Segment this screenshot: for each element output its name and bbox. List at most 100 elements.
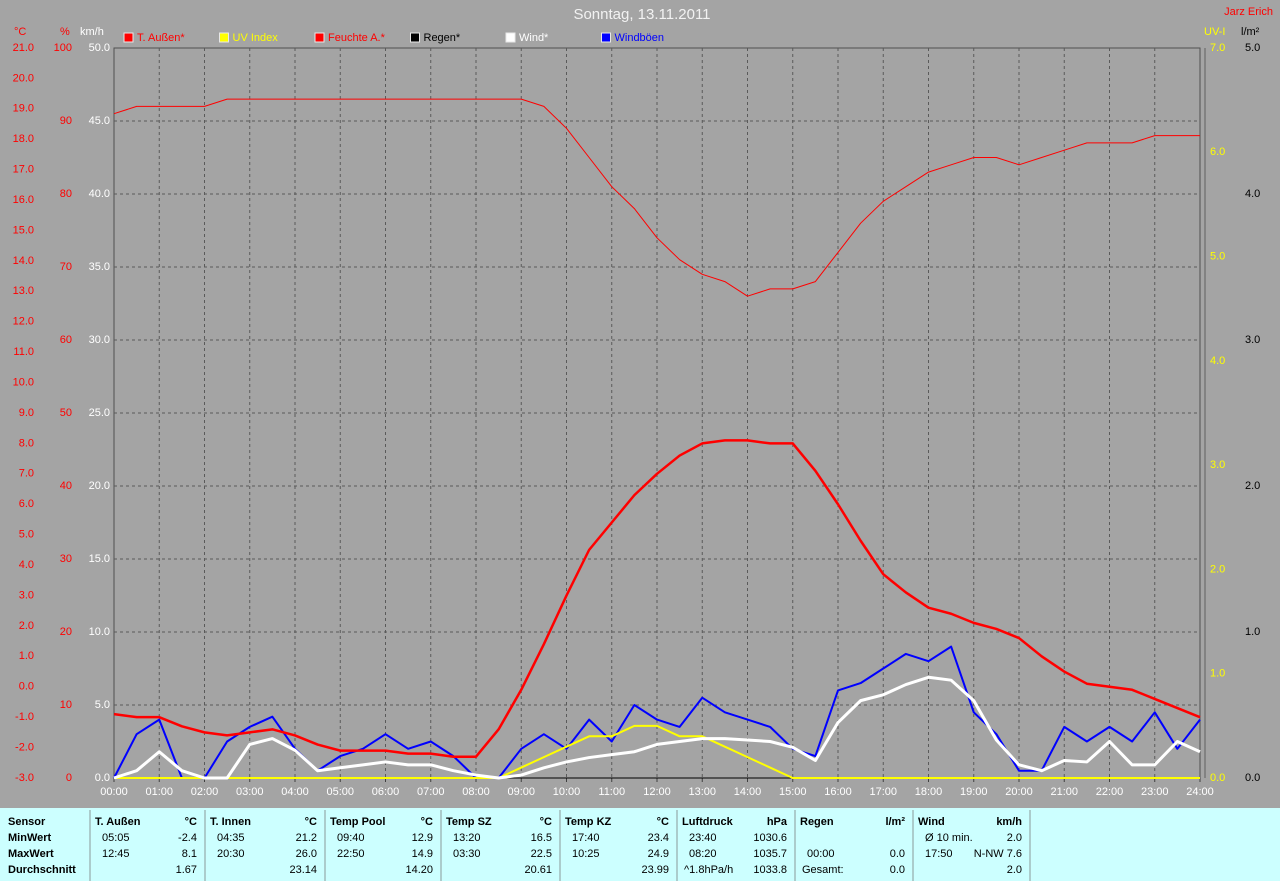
x-tick-label: 17:00 xyxy=(869,786,897,798)
y-tick-label: 30 xyxy=(60,553,72,565)
x-tick-label: 16:00 xyxy=(824,786,852,798)
y-tick-label: 40.0 xyxy=(89,188,110,200)
y-tick-label: 2.0 xyxy=(1245,480,1260,492)
y-tick-label: 5.0 xyxy=(1245,42,1260,54)
legend-swatch xyxy=(410,32,420,43)
y-tick-label: 80 xyxy=(60,188,72,200)
column-unit: hPa xyxy=(767,816,788,828)
chart-title: Sonntag, 13.11.2011 xyxy=(573,6,710,23)
cell-value: 14.20 xyxy=(405,864,433,876)
cell-value: 1030.6 xyxy=(753,832,787,844)
cell-value: -2.4 xyxy=(178,832,197,844)
y-tick-label: 1.0 xyxy=(1245,626,1260,638)
legend-label: Regen* xyxy=(424,32,461,44)
cell-value: 2.0 xyxy=(1007,832,1022,844)
x-tick-label: 06:00 xyxy=(372,786,400,798)
axis-unit: °C xyxy=(14,26,26,38)
cell-value: 1.67 xyxy=(176,864,197,876)
series-line xyxy=(114,724,1200,779)
cell-time: Ø 10 min. xyxy=(925,832,973,844)
y-tick-label: 20 xyxy=(60,626,72,638)
x-tick-label: 22:00 xyxy=(1096,786,1124,798)
y-tick-label: 16.0 xyxy=(13,194,34,206)
y-tick-label: 90 xyxy=(60,115,72,127)
x-tick-label: 19:00 xyxy=(960,786,988,798)
x-tick-label: 00:00 xyxy=(100,786,128,798)
y-tick-label: 17.0 xyxy=(13,164,34,176)
y-tick-label: 9.0 xyxy=(19,407,34,419)
y-tick-label: 5.0 xyxy=(95,699,110,711)
author: Jarz Erich xyxy=(1224,6,1273,18)
y-tick-label: 3.0 xyxy=(19,589,34,601)
cell-value: 1035.7 xyxy=(753,848,787,860)
legend-label: T. Außen* xyxy=(137,32,185,44)
x-tick-label: 20:00 xyxy=(1005,786,1033,798)
y-tick-label: 10.0 xyxy=(13,376,34,388)
y-tick-label: 10 xyxy=(60,699,72,711)
cell-time: ^1.8hPa/h xyxy=(684,864,733,876)
legend-swatch xyxy=(219,32,229,43)
x-tick-label: 02:00 xyxy=(191,786,219,798)
cell-value: 14.9 xyxy=(412,848,433,860)
y-tick-label: 1.0 xyxy=(19,650,34,662)
cell-time: 09:40 xyxy=(337,832,365,844)
cell-time: Gesamt: xyxy=(802,864,844,876)
cell-time: 23:40 xyxy=(689,832,717,844)
x-tick-label: 13:00 xyxy=(688,786,716,798)
x-tick-label: 05:00 xyxy=(326,786,354,798)
column-unit: °C xyxy=(421,816,433,828)
column-header: Temp KZ xyxy=(565,816,612,828)
y-tick-label: 0 xyxy=(66,772,72,784)
y-tick-label: 25.0 xyxy=(89,407,110,419)
y-tick-label: 45.0 xyxy=(89,115,110,127)
y-tick-label: 100 xyxy=(54,42,72,54)
cell-time: 08:20 xyxy=(689,848,717,860)
column-header: T. Außen xyxy=(95,816,141,828)
axis-unit: km/h xyxy=(80,26,104,38)
y-tick-label: 20.0 xyxy=(13,72,34,84)
y-tick-label: 30.0 xyxy=(89,334,110,346)
cell-time: 00:00 xyxy=(807,848,835,860)
y-tick-label: 7.0 xyxy=(19,468,34,480)
cell-value: 8.1 xyxy=(182,848,197,860)
column-unit: l/m² xyxy=(885,816,905,828)
legend-label: Wind* xyxy=(519,32,549,44)
cell-time: 05:05 xyxy=(102,832,130,844)
column-unit: °C xyxy=(185,816,197,828)
y-tick-label: 50.0 xyxy=(89,42,110,54)
column-header: T. Innen xyxy=(210,816,251,828)
cell-value: 12.9 xyxy=(412,832,433,844)
x-tick-label: 01:00 xyxy=(145,786,173,798)
legend-swatch xyxy=(601,32,611,43)
y-tick-label: 1.0 xyxy=(1210,668,1225,680)
y-tick-label: 12.0 xyxy=(13,316,34,328)
cell-value: 26.0 xyxy=(296,848,317,860)
y-tick-label: 0.0 xyxy=(1245,772,1260,784)
x-tick-label: 04:00 xyxy=(281,786,309,798)
y-tick-label: 5.0 xyxy=(19,529,34,541)
axis-unit: % xyxy=(60,26,70,38)
y-tick-label: 4.0 xyxy=(1245,188,1260,200)
y-tick-label: 8.0 xyxy=(19,437,34,449)
column-header: Wind xyxy=(918,816,945,828)
y-tick-label: 6.0 xyxy=(1210,146,1225,158)
cell-value: 20.61 xyxy=(524,864,552,876)
legend-label: UV Index xyxy=(233,32,279,44)
x-tick-label: 15:00 xyxy=(779,786,807,798)
row-label: Durchschnitt xyxy=(8,864,76,876)
y-tick-label: 15.0 xyxy=(13,224,34,236)
y-tick-label: 50 xyxy=(60,407,72,419)
series-line xyxy=(113,675,1201,780)
cell-value: 22.5 xyxy=(531,848,552,860)
y-tick-label: 3.0 xyxy=(1210,459,1225,471)
row-label: MinWert xyxy=(8,832,52,844)
y-tick-label: -3.0 xyxy=(15,772,34,784)
y-tick-label: 0.0 xyxy=(19,681,34,693)
row-label: MaxWert xyxy=(8,848,54,860)
axis-unit: UV-I xyxy=(1204,26,1225,38)
column-header: Regen xyxy=(800,816,834,828)
cell-time: 10:25 xyxy=(572,848,600,860)
cell-time: 03:30 xyxy=(453,848,481,860)
cell-value: 23.99 xyxy=(641,864,669,876)
